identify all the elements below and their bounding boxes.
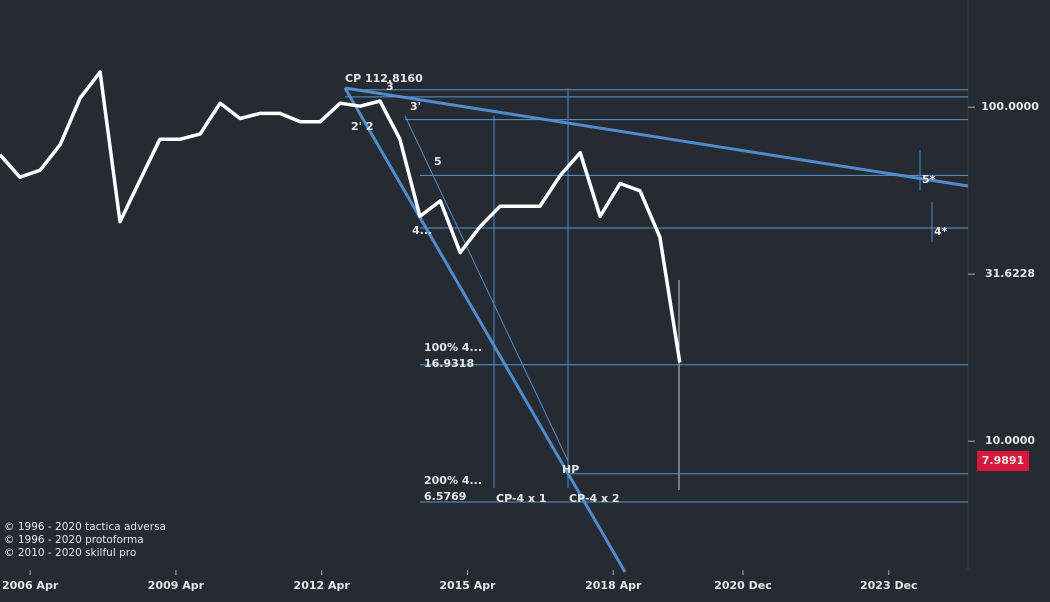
level-label: 16.9318 (424, 357, 474, 370)
level-label: 6.5769 (424, 490, 466, 503)
price-label: 7.9891 (982, 454, 1024, 467)
trend-line (404, 115, 569, 462)
annotation: 3' (410, 100, 421, 113)
x-tick-label: 2020 Dec (714, 579, 772, 592)
copyright: © 1996 - 2020 tactica adversa (4, 521, 166, 533)
copyright: © 2010 - 2020 skilful pro (4, 547, 136, 559)
x-tick-label: 2012 Apr (294, 579, 351, 592)
x-tick-label: 2023 Dec (860, 579, 918, 592)
copyright: © 1996 - 2020 protoforma (4, 534, 144, 546)
trend-line (343, 87, 627, 573)
annotation: 4* (934, 225, 948, 238)
price-badge (977, 451, 1029, 471)
x-tick-label: 2006 Apr (2, 579, 59, 592)
annotation: HP (562, 463, 579, 476)
annotation: 2' 2 (351, 120, 374, 133)
price-line (0, 70, 682, 363)
y-tick-label: 31.6228 (985, 267, 1035, 280)
annotation: 200% 4... (424, 474, 482, 487)
annotation: CP-4 x 1 (496, 492, 547, 505)
trend-line (344, 86, 969, 188)
x-tick-label: 2015 Apr (439, 579, 496, 592)
y-tick-label: 10.0000 (985, 434, 1035, 447)
annotation: 5* (922, 173, 936, 186)
y-tick-label: 100.0000 (981, 100, 1039, 113)
annotation: 4... (412, 224, 432, 237)
x-tick-label: 2018 Apr (585, 579, 642, 592)
annotation: 100% 4... (424, 341, 482, 354)
annotation: 5 (434, 155, 442, 168)
annotation: CP 112.8160 (345, 72, 423, 85)
x-tick-label: 2009 Apr (148, 579, 205, 592)
annotation: CP-4 x 2 (569, 492, 620, 505)
annotation: 3 (386, 80, 394, 93)
